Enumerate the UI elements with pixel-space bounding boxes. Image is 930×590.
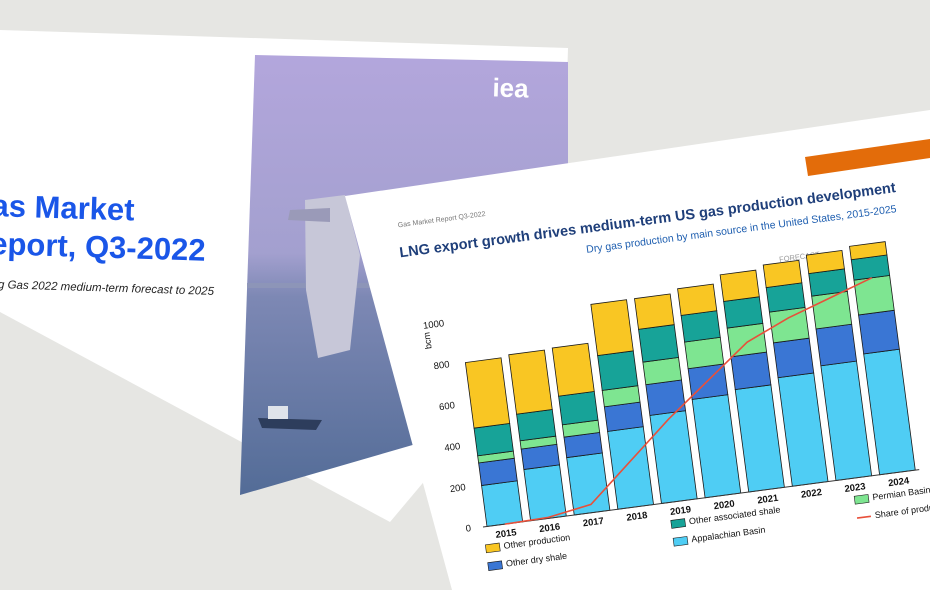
bar-segment: [853, 274, 895, 316]
bar-segment: [481, 480, 524, 527]
bar-segment: [523, 464, 567, 522]
y-tick-label: 600: [438, 400, 455, 413]
bar-segment: [677, 283, 718, 316]
bar-segment: [638, 324, 679, 363]
bar-segment: [815, 323, 857, 367]
bar-segment: [762, 259, 803, 288]
x-tick-label: 2024: [888, 475, 911, 489]
x-tick-label: 2020: [713, 499, 735, 513]
bar-segment: [597, 350, 639, 391]
y-tick-label: 0: [465, 523, 472, 535]
bar-segment: [849, 241, 888, 261]
x-tick-label: 2017: [582, 516, 604, 530]
y-tick-label: 1000: [422, 318, 444, 332]
bar-segment: [558, 391, 599, 426]
distant-ship: [288, 208, 330, 222]
x-tick-label: 2023: [844, 481, 866, 495]
legend-swatch: [485, 542, 501, 554]
x-tick-label: 2021: [757, 493, 780, 507]
ship: [305, 195, 360, 358]
bar-segment: [684, 336, 725, 370]
x-tick-label: 2018: [626, 510, 648, 524]
y-tick-label: 200: [449, 482, 466, 495]
y-tick-label: 800: [433, 359, 450, 372]
bar-segment: [680, 310, 721, 343]
legend-swatch: [487, 560, 503, 571]
bar-segment: [473, 422, 514, 457]
bar-segment: [634, 293, 675, 330]
boat-cabin: [268, 406, 288, 419]
y-tick-label: 400: [444, 441, 461, 454]
bar-segment: [590, 299, 634, 357]
bar-segment: [805, 249, 845, 275]
x-tick-label: 2022: [800, 487, 822, 501]
bar-segment: [464, 357, 511, 429]
boat: [258, 418, 322, 430]
accent-bar: [805, 139, 930, 176]
bar-segment: [765, 282, 806, 313]
legend-swatch: [853, 494, 870, 505]
bar-segment: [772, 337, 815, 379]
bar-segment: [730, 351, 772, 391]
logo: iea: [492, 72, 530, 103]
bar-segment: [645, 379, 687, 416]
bar-segment: [726, 322, 768, 358]
bar-segment: [858, 309, 900, 355]
legend-swatch: [672, 536, 689, 547]
line-series: [504, 277, 873, 525]
legend-swatch: [856, 515, 872, 519]
cover-title: as Market: [0, 188, 135, 227]
x-tick-label: 2015: [495, 527, 518, 541]
bar-segment: [516, 409, 557, 442]
x-axis: [482, 469, 920, 528]
bar-segment: [719, 269, 760, 302]
bar-segment: [603, 401, 644, 432]
y-axis-label: bcm: [422, 332, 434, 350]
legend-swatch: [670, 518, 687, 529]
x-tick-label: 2019: [669, 504, 691, 518]
bar-segment: [551, 342, 595, 397]
x-tick-label: 2016: [539, 521, 561, 535]
cover-title: eport, Q3-2022: [0, 226, 206, 268]
bar-segment: [508, 349, 553, 415]
bar-segment: [723, 296, 764, 329]
